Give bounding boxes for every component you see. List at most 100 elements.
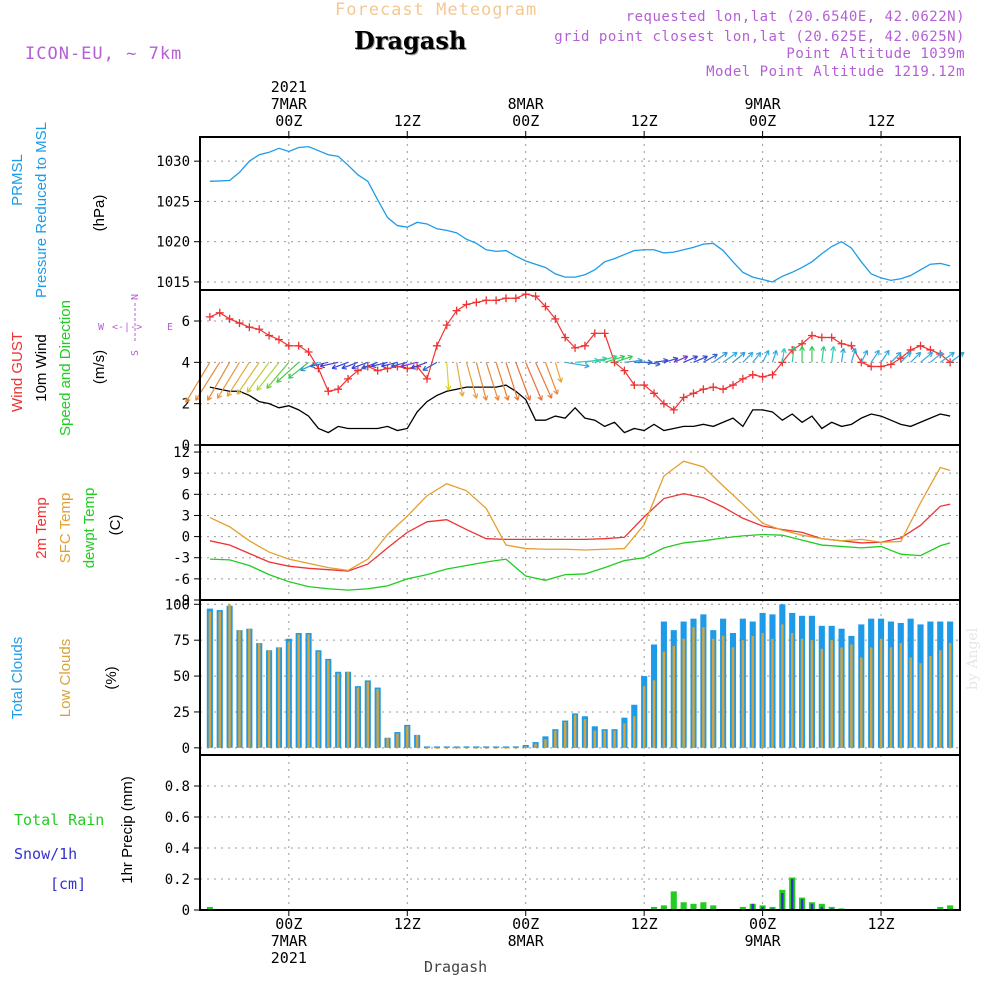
- wind-direction-arrow: [535, 362, 553, 399]
- total-cloud-bar: [453, 746, 460, 748]
- wind-direction-arrow: [870, 349, 880, 363]
- wind-direction-arrow: [216, 362, 240, 399]
- gust-marker: [403, 364, 412, 373]
- gust-marker: [294, 341, 303, 350]
- gust-marker: [580, 341, 589, 350]
- low-cloud-bar: [603, 730, 606, 748]
- gust-marker: [590, 329, 599, 338]
- low-cloud-bar: [771, 638, 774, 748]
- bottom-time-label: 8MAR: [508, 932, 545, 950]
- low-cloud-bar: [218, 611, 221, 748]
- gust-marker: [620, 366, 629, 375]
- gust-marker: [748, 370, 757, 379]
- low-cloud-bar: [356, 687, 360, 748]
- rain-bar: [700, 902, 707, 910]
- total-cloud-bar: [433, 746, 440, 748]
- compass-south: S: [130, 350, 141, 356]
- y-tick-label: 0: [182, 741, 190, 757]
- wind-direction-arrow: [495, 362, 510, 401]
- gust-marker: [877, 362, 886, 371]
- rain-bar: [947, 905, 954, 910]
- gust-marker: [511, 294, 520, 303]
- y-tick-label: 100: [165, 597, 190, 613]
- top-time-label: 2021: [271, 78, 307, 96]
- wind-direction-arrow: [319, 361, 339, 369]
- low-cloud-bar: [544, 739, 547, 748]
- low-cloud-bar: [721, 635, 725, 748]
- bottom-time-label: 00Z: [512, 915, 539, 933]
- top-time-label: 9MAR: [745, 95, 782, 113]
- requested-coords: requested lon,lat (20.6540E, 42.0622N): [625, 9, 965, 25]
- gust-marker: [393, 362, 402, 371]
- low-cloud-bar: [692, 627, 695, 748]
- total-cloud-bar: [443, 746, 450, 748]
- low-cloud-bar: [563, 721, 567, 748]
- snow-bar: [800, 899, 804, 910]
- low-cloud-bar: [761, 633, 764, 748]
- bottom-time-label: 7MAR: [271, 932, 308, 950]
- compass-west: W: [98, 322, 105, 333]
- low-cloud-bar: [208, 611, 212, 748]
- gust-marker: [432, 341, 441, 350]
- gust-marker: [255, 325, 264, 334]
- y-tick-label: 0: [182, 530, 190, 546]
- gust-marker: [541, 302, 550, 311]
- bottom-time-label: 12Z: [394, 915, 421, 933]
- total-cloud-bar: [463, 746, 470, 748]
- low-cloud-bar: [889, 647, 893, 748]
- gust-marker: [423, 374, 432, 383]
- y-tick-label: 2: [182, 397, 190, 413]
- gust-marker: [600, 329, 609, 338]
- gust-marker: [472, 298, 481, 307]
- bottom-time-label: 12Z: [631, 915, 658, 933]
- gust-marker: [314, 364, 323, 373]
- low-cloud-bar: [712, 638, 715, 748]
- gust-marker: [383, 364, 392, 373]
- sfc-temp-line: [209, 460, 951, 572]
- gust-marker: [669, 405, 678, 414]
- gust-marker: [847, 341, 856, 350]
- top-time-label: 12Z: [867, 112, 894, 130]
- wind-direction-arrow: [341, 361, 359, 370]
- low-cloud-bar: [317, 651, 320, 748]
- wind-units: (m/s): [91, 350, 108, 384]
- panel-frame: [199, 444, 961, 601]
- snow-units-legend: [cm]: [50, 875, 86, 893]
- low-cloud-bar: [800, 638, 804, 748]
- rain-bar: [206, 906, 213, 910]
- wind-direction-arrow: [820, 345, 827, 363]
- gust-marker: [215, 308, 224, 317]
- wind-direction-arrow: [236, 361, 260, 395]
- low-cloud-bar: [781, 624, 784, 748]
- gust-marker: [807, 331, 816, 340]
- bottom-time-label: 2021: [271, 949, 307, 967]
- gust-marker: [521, 290, 530, 299]
- low-cloud-bar: [445, 747, 448, 749]
- footer-location: Dragash: [424, 958, 488, 976]
- wind-direction-arrow: [673, 355, 689, 363]
- low-cloud-bar: [267, 650, 271, 748]
- wind-direction-arrow: [266, 361, 290, 389]
- gust-marker: [492, 296, 501, 305]
- wind-direction-arrow: [604, 354, 626, 363]
- gust-marker: [324, 387, 333, 396]
- rain-bar: [690, 903, 697, 910]
- temp-2m-line: [209, 492, 951, 572]
- gust-marker: [501, 294, 510, 303]
- wind-gust-label: Wind GUST: [9, 332, 26, 412]
- wind-direction-arrow: [256, 361, 280, 391]
- gust-marker: [334, 385, 343, 394]
- wind-direction-arrow: [780, 347, 787, 363]
- wind-direction-arrow: [299, 361, 319, 372]
- low-cloud-bar: [672, 645, 675, 748]
- gust-marker: [304, 348, 313, 356]
- wind-direction-arrow: [351, 361, 369, 370]
- wind-direction-arrow: [445, 362, 452, 391]
- gust-line: [209, 293, 951, 411]
- wind-direction-arrow: [288, 361, 309, 379]
- pressure-units: (hPa): [91, 195, 108, 232]
- low-cloud-bar: [327, 660, 330, 748]
- gust-marker: [373, 366, 382, 375]
- low-cloud-bar: [613, 730, 616, 748]
- dewpt-temp-label: dewpt Temp: [81, 488, 98, 569]
